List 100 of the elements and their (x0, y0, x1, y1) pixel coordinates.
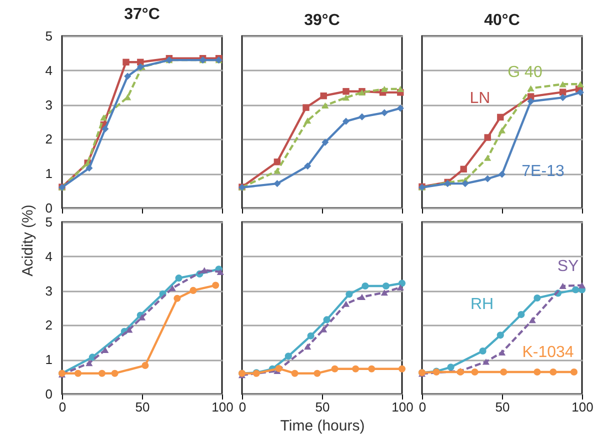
point (174, 294, 181, 302)
point (498, 349, 506, 356)
point (380, 109, 388, 116)
x-tick-label: 100 (212, 400, 234, 414)
point (291, 370, 298, 377)
x-tick-label: 50 (315, 400, 330, 414)
series-label: SY (557, 258, 579, 275)
point (398, 365, 406, 372)
point (346, 290, 353, 298)
point (190, 286, 197, 294)
point (559, 282, 566, 290)
x-tick-label: 100 (572, 400, 594, 414)
point (368, 365, 376, 372)
x-tick-label: 0 (58, 400, 66, 414)
point (534, 368, 541, 376)
point (497, 114, 504, 121)
chart-title: 40°C (484, 12, 520, 29)
y-tick-label: 0 (45, 386, 52, 402)
point (323, 316, 330, 324)
point (398, 280, 406, 287)
point (124, 72, 132, 80)
point (570, 368, 578, 376)
point (342, 88, 350, 95)
y-tick-label: 4 (45, 248, 52, 264)
y-tick-label: 0 (45, 200, 52, 216)
chart-title: 37°C (124, 6, 160, 23)
point (528, 316, 536, 324)
point (274, 180, 281, 188)
point (275, 365, 282, 372)
point (342, 300, 350, 307)
point (122, 58, 130, 66)
point (550, 368, 557, 376)
point (322, 102, 329, 109)
point (484, 134, 491, 141)
point (396, 86, 404, 92)
point (362, 282, 369, 290)
point (382, 282, 390, 290)
x-tick-label: 0 (238, 400, 246, 414)
x-tick-label: 100 (392, 400, 414, 414)
point (142, 362, 149, 369)
point (460, 166, 467, 172)
point (304, 118, 312, 124)
point (320, 326, 328, 332)
x-tick-label: 50 (495, 400, 510, 414)
point (274, 168, 281, 174)
point (534, 294, 541, 302)
y-tick-label: 5 (45, 214, 52, 230)
point (527, 93, 534, 100)
point (572, 286, 580, 294)
point (342, 94, 350, 101)
point (320, 92, 327, 100)
y-tick-label: 3 (45, 97, 52, 112)
point (111, 370, 118, 377)
point (100, 114, 108, 121)
point (352, 365, 360, 372)
y-axis-title: Acidity (%) (19, 204, 36, 276)
y-tick-label: 4 (45, 62, 52, 78)
point (500, 368, 508, 376)
point (559, 94, 566, 102)
point (98, 370, 106, 377)
series-label: RH (470, 296, 494, 313)
x-axis-title: Time (hours) (280, 418, 365, 434)
chart-title: 39°C (304, 12, 340, 29)
y-tick-label: 3 (45, 283, 52, 298)
point (216, 268, 224, 275)
point (124, 94, 132, 100)
point (200, 267, 208, 274)
point (559, 81, 566, 88)
point (284, 352, 292, 360)
series-label: 7E-13 (522, 163, 564, 180)
point (307, 332, 314, 340)
point (380, 289, 388, 296)
point (86, 360, 93, 366)
series-label: LN (470, 90, 490, 107)
point (576, 81, 584, 88)
point (102, 125, 109, 132)
point (126, 326, 133, 333)
point (302, 104, 310, 111)
point (396, 284, 404, 290)
point (212, 282, 220, 289)
point (304, 343, 312, 350)
point (479, 347, 486, 355)
point (396, 104, 404, 112)
point (322, 138, 329, 146)
point (86, 164, 93, 172)
point (358, 113, 366, 120)
point (578, 282, 586, 288)
x-tick-label: 50 (135, 400, 150, 414)
point (342, 118, 350, 125)
point (498, 170, 506, 178)
point (138, 314, 146, 320)
series-label: K-1034 (522, 344, 574, 361)
point (331, 365, 338, 372)
y-tick-label: 2 (45, 318, 52, 333)
point (462, 180, 469, 188)
point (496, 332, 504, 339)
point (518, 311, 525, 318)
point (471, 368, 478, 376)
point (527, 98, 534, 105)
point (175, 274, 182, 282)
